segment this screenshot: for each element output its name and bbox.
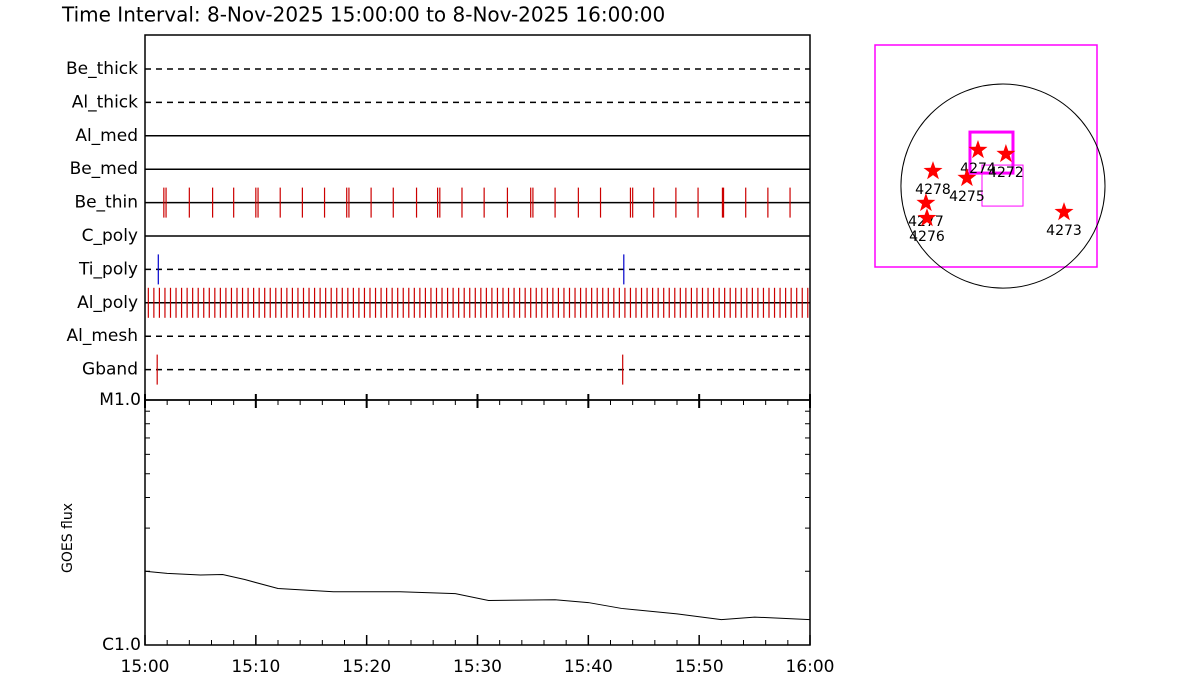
x-tick-label: 15:20 bbox=[342, 657, 391, 677]
region-label: 4276 bbox=[909, 229, 945, 245]
row-label: Al_mesh bbox=[66, 326, 138, 346]
y-tick-label: C1.0 bbox=[102, 635, 141, 655]
x-tick-label: 15:50 bbox=[675, 657, 724, 677]
flux-panel-frame bbox=[144, 399, 811, 646]
field-of-view bbox=[874, 44, 1098, 268]
region-star bbox=[996, 144, 1016, 163]
row-label: Al_med bbox=[75, 126, 138, 146]
x-tick-label: 15:10 bbox=[231, 657, 280, 677]
region-star bbox=[923, 161, 943, 180]
row-label: Gband bbox=[82, 360, 138, 380]
row-label: Ti_poly bbox=[78, 259, 138, 279]
region-star bbox=[917, 208, 937, 227]
row-label: Be_med bbox=[70, 159, 138, 179]
row-label: Be_thin bbox=[74, 193, 138, 213]
x-tick-label: 15:30 bbox=[453, 657, 502, 677]
row-label: C_poly bbox=[82, 226, 138, 246]
region-star bbox=[968, 140, 988, 159]
title: Time Interval: 8-Nov-2025 15:00:00 to 8-… bbox=[61, 3, 665, 27]
y-tick-label: M1.0 bbox=[99, 390, 141, 410]
region-star bbox=[916, 193, 936, 212]
y-axis-label: GOES flux bbox=[60, 503, 76, 573]
row-label: Al_poly bbox=[77, 293, 138, 313]
x-tick-label: 16:00 bbox=[786, 657, 835, 677]
region-label: 4278 bbox=[915, 182, 951, 198]
row-label: Al_thick bbox=[72, 92, 138, 112]
region-star bbox=[1054, 202, 1074, 221]
x-tick-label: 15:00 bbox=[121, 657, 170, 677]
region-label: 4275 bbox=[949, 189, 985, 205]
event-panel-frame bbox=[144, 34, 811, 401]
row-label: Be_thick bbox=[66, 59, 138, 79]
region-label: 4272 bbox=[988, 165, 1024, 181]
pointing-box bbox=[981, 164, 1024, 207]
flux-line bbox=[144, 570, 811, 621]
region-label: 4274 bbox=[960, 161, 996, 177]
solar-disk bbox=[900, 83, 1106, 289]
region-star bbox=[957, 168, 977, 187]
x-tick-label: 15:40 bbox=[564, 657, 613, 677]
region-label: 4273 bbox=[1046, 223, 1082, 239]
